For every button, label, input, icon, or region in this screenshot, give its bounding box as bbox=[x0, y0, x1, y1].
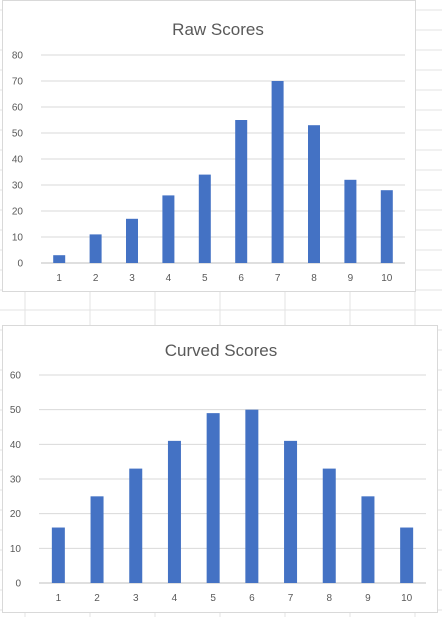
y-tick-label: 40 bbox=[12, 155, 24, 166]
x-tick-label: 8 bbox=[326, 593, 332, 604]
bar[interactable] bbox=[90, 496, 104, 583]
bar[interactable] bbox=[126, 218, 138, 263]
y-tick-label: 60 bbox=[12, 103, 24, 114]
bar[interactable] bbox=[400, 527, 414, 583]
y-tick-label: 0 bbox=[15, 579, 21, 590]
y-tick-label: 10 bbox=[12, 233, 24, 244]
bar[interactable] bbox=[308, 125, 320, 263]
y-tick-label: 10 bbox=[10, 544, 22, 555]
curved-scores-plot: Curved Scores 0 10 20 30 40 50 60 1 2 3 4 5 6 7 8 9 10 bbox=[10, 341, 426, 604]
y-tick-label: 20 bbox=[12, 207, 24, 218]
bar[interactable] bbox=[361, 496, 375, 583]
x-tick-label: 6 bbox=[238, 273, 244, 284]
bar[interactable] bbox=[206, 413, 220, 583]
bar[interactable] bbox=[167, 440, 181, 583]
y-tick-label: 50 bbox=[12, 129, 24, 140]
y-tick-label: 60 bbox=[10, 371, 22, 382]
x-tick-label: 7 bbox=[288, 593, 294, 604]
bar[interactable] bbox=[198, 174, 211, 263]
chart-title: Curved Scores bbox=[165, 341, 277, 360]
y-tick-label: 70 bbox=[12, 77, 24, 88]
x-tick-label: 9 bbox=[365, 593, 371, 604]
bar[interactable] bbox=[284, 440, 298, 583]
bar[interactable] bbox=[162, 195, 175, 263]
bar[interactable] bbox=[129, 468, 143, 583]
x-tick-label: 4 bbox=[172, 593, 178, 604]
x-tick-label: 5 bbox=[202, 273, 208, 284]
x-tick-label: 1 bbox=[56, 273, 62, 284]
curved-scores-chart[interactable]: Curved Scores 0 10 20 30 40 50 60 1 2 3 4 5 6 7 8 9 10 bbox=[2, 325, 438, 613]
chart-title: Raw Scores bbox=[172, 20, 264, 39]
bar[interactable] bbox=[271, 81, 284, 263]
bar[interactable] bbox=[53, 255, 66, 263]
bar[interactable] bbox=[245, 409, 259, 583]
x-tick-label: 10 bbox=[381, 273, 393, 284]
y-tick-label: 30 bbox=[12, 181, 24, 192]
x-tick-label: 3 bbox=[129, 273, 135, 284]
x-tick-label: 6 bbox=[249, 593, 255, 604]
x-tick-label: 10 bbox=[401, 593, 413, 604]
y-tick-label: 20 bbox=[10, 509, 22, 520]
bar[interactable] bbox=[380, 190, 393, 263]
x-tick-label: 1 bbox=[56, 593, 62, 604]
y-tick-label: 50 bbox=[10, 405, 22, 416]
y-tick-label: 40 bbox=[10, 440, 22, 451]
bar[interactable] bbox=[89, 234, 102, 263]
raw-scores-plot: Raw Scores 0 10 20 30 40 50 60 70 80 1 2 3 4 5 6 7 8 9 10 bbox=[12, 20, 405, 284]
bar[interactable] bbox=[235, 120, 248, 263]
x-tick-label: 2 bbox=[93, 273, 99, 284]
bar[interactable] bbox=[51, 527, 65, 583]
x-tick-label: 9 bbox=[348, 273, 354, 284]
x-tick-label: 2 bbox=[94, 593, 100, 604]
x-tick-label: 4 bbox=[166, 273, 172, 284]
x-tick-label: 7 bbox=[275, 273, 281, 284]
x-tick-label: 5 bbox=[210, 593, 216, 604]
y-tick-label: 30 bbox=[10, 475, 22, 486]
x-tick-label: 3 bbox=[133, 593, 139, 604]
bar[interactable] bbox=[344, 179, 357, 263]
raw-scores-chart[interactable]: Raw Scores 0 10 20 30 40 50 60 70 80 1 2 3 4 5 6 7 8 9 10 bbox=[2, 0, 416, 292]
y-tick-label: 80 bbox=[12, 51, 24, 62]
bar[interactable] bbox=[322, 468, 336, 583]
y-tick-label: 0 bbox=[17, 259, 23, 270]
x-tick-label: 8 bbox=[311, 273, 317, 284]
